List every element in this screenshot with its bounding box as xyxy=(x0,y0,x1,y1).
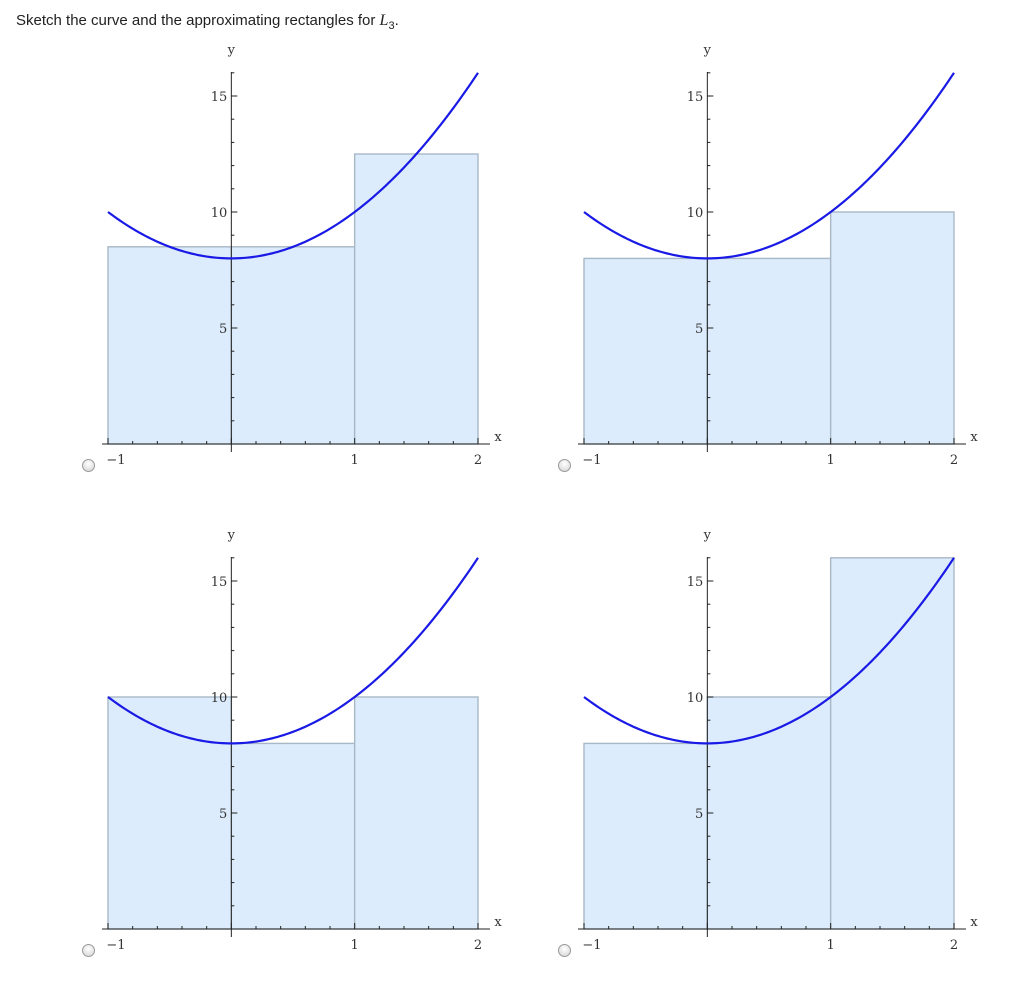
rectangle-3 xyxy=(353,696,479,930)
rectangle-2 xyxy=(706,257,832,445)
variable-subscript: 3 xyxy=(388,20,395,32)
radio-button-option-3[interactable] xyxy=(82,944,95,957)
question-prefix: Sketch the curve and the approximating r… xyxy=(16,12,380,29)
rectangle-1 xyxy=(583,742,709,930)
y-tick-label: 5 xyxy=(219,807,227,822)
rectangle-1 xyxy=(107,696,233,930)
rectangle-2 xyxy=(230,246,356,445)
x-tick-label: −1 xyxy=(106,938,125,953)
y-axis-label: y xyxy=(227,43,236,58)
x-axis-label: x xyxy=(494,430,502,445)
x-tick-label: 1 xyxy=(827,938,835,953)
answer-option-2[interactable]: 5 10 15 −1 1 2 x y xyxy=(476,40,988,485)
y-tick-label: 5 xyxy=(695,322,703,337)
y-tick-label: 10 xyxy=(687,691,704,706)
chart-option-2: 5 10 15 −1 1 2x y xyxy=(578,43,978,468)
radio-button-option-1[interactable] xyxy=(82,459,95,472)
y-tick-label: 15 xyxy=(687,575,704,590)
y-axis-label: y xyxy=(703,528,712,543)
answer-option-4[interactable]: 5 10 15 −1 1 2 x y xyxy=(476,525,988,970)
question-text: Sketch the curve and the approximating r… xyxy=(16,12,399,32)
chart-option-4: 5 10 15 −1 1 2x y xyxy=(578,528,978,953)
rectangle-3 xyxy=(829,211,955,445)
variable-letter: L xyxy=(379,12,389,29)
y-axis-label: y xyxy=(227,528,236,543)
y-tick-label: 10 xyxy=(211,691,228,706)
curve-line xyxy=(583,557,955,745)
x-tick-label: 1 xyxy=(351,453,359,468)
rectangle-1 xyxy=(107,246,233,445)
x-tick-label: −1 xyxy=(106,453,125,468)
radio-button-option-2[interactable] xyxy=(558,459,571,472)
curve-line xyxy=(583,72,955,260)
x-tick-label: 2 xyxy=(950,938,958,953)
x-tick-label: 2 xyxy=(474,938,482,953)
curve-line xyxy=(107,72,479,260)
question-suffix: . xyxy=(394,12,399,29)
rectangle-3 xyxy=(829,557,955,930)
y-tick-label: 15 xyxy=(687,90,704,105)
x-tick-label: 2 xyxy=(474,453,482,468)
rectangle-2 xyxy=(230,742,356,930)
x-tick-label: −1 xyxy=(582,938,601,953)
y-tick-label: 15 xyxy=(211,90,228,105)
x-tick-label: −1 xyxy=(582,453,601,468)
y-axis-label: y xyxy=(703,43,712,58)
x-tick-label: 1 xyxy=(351,938,359,953)
rectangle-3 xyxy=(353,153,479,445)
answer-option-1[interactable]: 5 10 15 −1 1 2 x y xyxy=(0,40,512,485)
y-tick-label: 5 xyxy=(695,807,703,822)
y-tick-label: 10 xyxy=(687,206,704,221)
chart-option-3: 5 10 15 −1 1 2x y xyxy=(102,528,502,953)
y-tick-label: 15 xyxy=(211,575,228,590)
curve-line xyxy=(107,557,479,745)
x-tick-label: 1 xyxy=(827,453,835,468)
x-tick-label: 2 xyxy=(950,453,958,468)
x-axis-label: x xyxy=(970,430,978,445)
y-tick-label: 10 xyxy=(211,206,228,221)
chart-option-1: 5 10 15 −1 1 2x y xyxy=(102,43,502,468)
answer-option-3[interactable]: 5 10 15 −1 1 2 x y xyxy=(0,525,512,970)
x-axis-label: x xyxy=(970,915,978,930)
x-axis-label: x xyxy=(494,915,502,930)
y-tick-label: 5 xyxy=(219,322,227,337)
radio-button-option-4[interactable] xyxy=(558,944,571,957)
rectangle-1 xyxy=(583,257,709,445)
